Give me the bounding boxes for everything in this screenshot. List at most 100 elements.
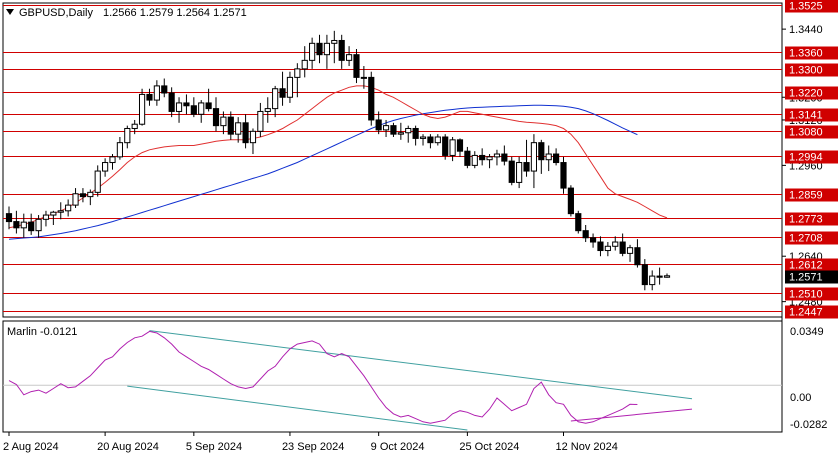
candle-bull: [198, 102, 205, 115]
candle-bull: [626, 247, 634, 254]
date-label: 25 Oct 2024: [459, 441, 519, 453]
candle-bull: [116, 142, 123, 158]
indicator-tick-zero: 0.00: [790, 392, 811, 404]
candle-bull: [57, 210, 64, 213]
candle-bear: [508, 160, 515, 183]
candle-bear: [634, 247, 641, 266]
candlesticks: [5, 30, 671, 291]
level-label-box: [785, 188, 838, 202]
candle-bull: [235, 122, 242, 135]
candle-bull: [331, 39, 338, 44]
level-label: 1.2859: [789, 190, 823, 202]
candle-bear: [390, 125, 397, 135]
candle-bull: [346, 54, 353, 61]
candle-bull: [220, 116, 227, 127]
ma-red-line: [8, 85, 668, 229]
candle-bear: [589, 237, 597, 243]
candle-bull: [102, 162, 109, 172]
candle-bull: [360, 76, 367, 79]
date-label: 5 Sep 2024: [186, 441, 242, 453]
candle-bull: [20, 221, 27, 229]
candle-bear: [619, 241, 626, 254]
candle-bear: [575, 213, 582, 232]
level-label-box: [785, 212, 838, 226]
candle-bear: [582, 230, 589, 239]
level-label-box: [785, 46, 838, 60]
candle-bull: [486, 156, 493, 161]
candle-bull: [419, 136, 427, 139]
candle-bull: [434, 136, 441, 144]
level-label: 1.2447: [789, 307, 823, 319]
level-label: 1.2994: [789, 152, 823, 164]
candle-bull: [663, 275, 671, 278]
level-label-box: [785, 150, 838, 164]
candle-bear: [538, 142, 545, 161]
candle-bear: [190, 105, 197, 115]
candle-bull: [65, 204, 72, 212]
candle-bull: [35, 218, 42, 232]
channel-line-upper: [149, 330, 693, 400]
candle-bear: [456, 139, 464, 152]
level-label: 1.3141: [789, 110, 823, 122]
candle-bear: [28, 221, 35, 232]
level-label-box: [785, 108, 838, 122]
symbol-dropdown-icon[interactable]: [6, 9, 14, 15]
candle-bull: [124, 127, 131, 144]
level-label: 1.2708: [789, 233, 823, 245]
candle-bull: [530, 142, 538, 172]
candle-bear: [523, 162, 530, 172]
candle-bull: [604, 245, 611, 252]
horizontal-levels: [3, 5, 782, 312]
candle-bull: [649, 275, 656, 286]
candle-bear: [161, 85, 168, 94]
candle-bull: [257, 110, 264, 132]
candle-bear: [13, 221, 20, 229]
candle-bull: [249, 130, 257, 144]
candle-bull: [87, 191, 94, 198]
date-axis-labels: 2 Aug 2024 20 Aug 2024 5 Sep 2024 23 Sep 20…: [3, 432, 618, 453]
candle-bull: [72, 193, 79, 206]
candle-bear: [567, 187, 574, 215]
level-label-box: [785, 258, 838, 272]
candle-bear: [316, 42, 323, 56]
candle-bull: [94, 170, 101, 193]
candle-bear: [205, 102, 212, 110]
level-label: 1.3360: [789, 48, 823, 60]
candle-bear: [501, 153, 508, 162]
candle-bear: [279, 88, 286, 98]
candle-bear: [412, 127, 419, 139]
indicator-label: Marlin -0.0121: [7, 326, 77, 338]
candle-bear: [597, 241, 604, 252]
oscillator-panel: [3, 330, 782, 431]
indicator-tick-high: 0.0349: [790, 326, 824, 338]
date-label: 9 Oct 2024: [371, 441, 425, 453]
current-price-box: [785, 270, 838, 284]
candle-bull: [138, 93, 146, 125]
date-label: 12 Nov 2024: [555, 441, 617, 453]
level-label: 1.3525: [789, 1, 823, 13]
candle-bear: [375, 119, 382, 131]
candle-bull: [382, 125, 390, 131]
candle-bull: [131, 123, 138, 129]
symbol-timeframe: GBPUSD,Daily: [19, 7, 93, 19]
ma-blue-line: [8, 104, 638, 240]
candle-bull: [545, 153, 552, 161]
candle-bull: [264, 108, 271, 112]
candle-bull: [397, 132, 404, 135]
candle-bull: [449, 139, 456, 156]
candle-bull: [286, 76, 294, 98]
channel-line-lower: [127, 385, 468, 431]
candle-bull: [301, 59, 308, 70]
current-price-label: 1.2571: [789, 272, 823, 284]
candle-bear: [242, 122, 249, 144]
level-label-box: [785, 125, 838, 139]
candle-bear: [168, 92, 175, 112]
candle-bear: [353, 54, 360, 78]
date-label: 23 Sep 2024: [282, 441, 344, 453]
level-label-box: [785, 86, 838, 100]
level-label: 1.2773: [789, 214, 823, 226]
level-label: 1.3220: [789, 88, 823, 100]
price-tick-label: 1.3440: [789, 24, 823, 36]
